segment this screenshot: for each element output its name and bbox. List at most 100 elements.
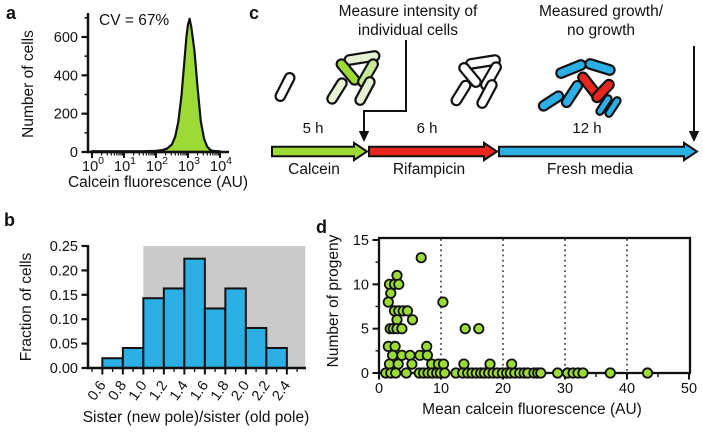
panel-d-label: d [316,217,327,237]
svg-text:600: 600 [54,30,78,46]
svg-text:0.05: 0.05 [50,337,78,353]
data-point [385,287,397,299]
data-point [458,358,470,370]
data-point [406,358,418,370]
bar [183,257,206,369]
panel-c-label: c [249,3,260,23]
bacterium-rod-white [274,72,296,102]
bacterium-rod-blue [537,90,565,112]
data-point [390,367,402,379]
svg-text:0.8: 0.8 [105,378,130,404]
bar [203,307,227,369]
bar [101,357,124,369]
data-point [473,323,485,335]
svg-text:0.00: 0.00 [50,361,78,377]
svg-text:0.6: 0.6 [85,378,110,404]
svg-text:101: 101 [114,155,136,175]
bacterium-rod-pale_green [326,77,348,105]
data-point [459,323,471,335]
panel-b-x-axis-title: Sister (new pole)/sister (old pole) [82,409,310,426]
data-point [415,252,427,264]
svg-text:10: 10 [433,381,449,397]
data-point [535,367,547,379]
phase-fresh-media-duration: 12 h [572,120,602,137]
panel-d-x-axis-title: Mean calcein fluorescence (AU) [422,401,642,418]
svg-text:2.0: 2.0 [228,378,253,404]
callout-measured-growth: Measured growth/ no growth [538,3,664,39]
svg-text:2.4: 2.4 [269,378,294,404]
svg-text:0: 0 [70,145,78,161]
svg-text:400: 400 [54,68,78,84]
panel-b-label: b [4,210,15,230]
data-point [391,314,403,326]
data-point [392,358,404,370]
data-point [641,367,654,379]
svg-text:5: 5 [361,322,369,338]
svg-text:100: 100 [82,155,104,175]
data-point [406,314,419,326]
svg-text:0.25: 0.25 [50,239,78,255]
svg-text:50: 50 [681,381,697,397]
panel-b-y-axis-title: Fraction of cells [18,252,35,362]
svg-text:15: 15 [353,233,369,249]
bar [162,287,186,369]
svg-text:0: 0 [375,381,383,397]
svg-text:10: 10 [353,277,369,293]
svg-text:1.0: 1.0 [126,378,151,404]
phase-rifampicin-duration: 6 h [416,120,438,137]
bacterium-rod-blue [584,58,616,76]
bar [244,326,268,370]
phase-calcein-name: Calcein [288,161,340,178]
bacterium-rod-white [476,79,498,109]
bar [224,287,247,369]
phase-fresh-media-name: Fresh media [546,161,634,178]
data-point [439,367,451,379]
calcein-phase-arrow [271,141,369,162]
bar [142,297,165,369]
data-point [393,278,405,290]
svg-text:0.15: 0.15 [50,288,78,304]
panel-d-y-axis-title: Number of progeny [325,234,342,368]
data-point [604,367,616,379]
panel-b-bar-chart: 0.00 0.05 0.10 0.15 0.20 0.25 0.60.81.01.21.41… [50,239,306,404]
svg-text:1.4: 1.4 [167,378,192,404]
bar [121,346,145,370]
svg-text:20: 20 [495,381,511,397]
data-point [421,349,433,361]
svg-text:102: 102 [146,155,168,175]
bacterium-rod-blue [595,94,613,116]
callout-measure-intensity: Measure intensity of individual cells [338,3,478,39]
svg-text:200: 200 [54,107,78,123]
panel-a-label: a [6,3,17,23]
panel-d-scatter-chart: 0 10 20 30 40 50 0 5 10 15 [353,233,697,397]
svg-text:0: 0 [361,366,369,382]
bacterium-rod-blue [604,96,622,118]
data-point [401,305,414,317]
data-point [506,358,518,370]
phase-rifampicin-name: Rifampicin [392,161,466,178]
data-point [389,340,401,352]
bacterium-rod-white [450,79,472,107]
svg-text:40: 40 [619,381,635,397]
data-point [437,358,450,370]
svg-text:1.6: 1.6 [187,378,212,404]
measure-callout-arrow [363,40,407,134]
svg-text:2.2: 2.2 [249,378,274,404]
data-point [484,358,496,370]
svg-text:1.2: 1.2 [146,378,171,404]
bacterium-rod-blue [560,79,584,109]
arrowhead-icon [688,131,700,142]
arrowhead-icon [358,131,370,142]
data-point [382,296,394,308]
svg-text:0.20: 0.20 [50,263,78,279]
scatter-points [380,252,654,379]
svg-text:0.10: 0.10 [50,312,78,328]
panel-a-y-axis-title: Number of cells [20,30,37,138]
data-point [400,367,412,379]
data-point [437,296,449,308]
data-point [404,349,416,361]
cv-annotation: CV = 67% [99,12,170,29]
